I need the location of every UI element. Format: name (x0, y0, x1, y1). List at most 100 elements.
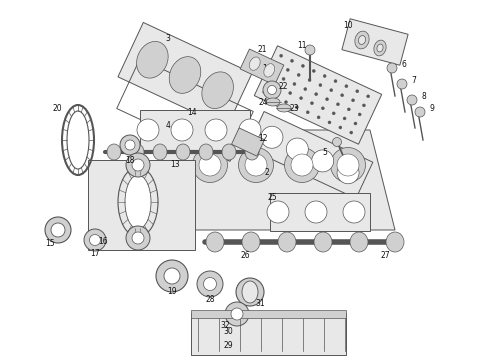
Ellipse shape (291, 154, 313, 176)
Polygon shape (145, 130, 395, 230)
Ellipse shape (337, 154, 359, 176)
Text: 3: 3 (166, 33, 171, 42)
Ellipse shape (164, 268, 180, 284)
Text: 20: 20 (52, 104, 62, 112)
Ellipse shape (280, 54, 283, 57)
Text: 17: 17 (90, 249, 100, 258)
Ellipse shape (132, 159, 144, 171)
Ellipse shape (343, 117, 346, 120)
Text: 10: 10 (343, 21, 353, 30)
Ellipse shape (130, 144, 144, 160)
Ellipse shape (278, 232, 296, 252)
Ellipse shape (176, 144, 190, 160)
Ellipse shape (306, 111, 309, 114)
Text: 4: 4 (166, 121, 171, 130)
Ellipse shape (325, 98, 329, 101)
Ellipse shape (319, 84, 322, 87)
Text: 32: 32 (220, 320, 230, 329)
Ellipse shape (137, 119, 159, 141)
Ellipse shape (203, 278, 217, 291)
Ellipse shape (304, 87, 307, 91)
Ellipse shape (297, 73, 300, 76)
Ellipse shape (275, 63, 278, 66)
Ellipse shape (197, 271, 223, 297)
Ellipse shape (153, 144, 167, 160)
Text: 6: 6 (402, 59, 406, 68)
Ellipse shape (261, 126, 283, 148)
Ellipse shape (125, 140, 135, 150)
Ellipse shape (245, 144, 259, 160)
Ellipse shape (285, 101, 288, 104)
Ellipse shape (264, 64, 275, 77)
Ellipse shape (308, 78, 311, 81)
Text: 15: 15 (45, 239, 55, 248)
Bar (117, 59, 253, 161)
Ellipse shape (312, 69, 315, 72)
Ellipse shape (126, 226, 150, 250)
Ellipse shape (277, 104, 291, 112)
Ellipse shape (317, 116, 320, 119)
Ellipse shape (358, 36, 366, 44)
Ellipse shape (282, 77, 285, 80)
Ellipse shape (345, 85, 348, 88)
Ellipse shape (239, 119, 261, 141)
Ellipse shape (107, 144, 121, 160)
Ellipse shape (245, 154, 267, 176)
Ellipse shape (291, 59, 294, 62)
Text: 26: 26 (240, 252, 250, 261)
Text: 1: 1 (263, 63, 268, 72)
Text: 14: 14 (187, 108, 197, 117)
Bar (118, 22, 252, 127)
Ellipse shape (263, 90, 266, 94)
Bar (231, 128, 265, 156)
Ellipse shape (266, 98, 280, 106)
Text: 16: 16 (98, 238, 108, 247)
Ellipse shape (202, 72, 233, 109)
Ellipse shape (356, 90, 359, 93)
Ellipse shape (271, 72, 274, 75)
Ellipse shape (330, 148, 366, 183)
Ellipse shape (337, 162, 359, 184)
Ellipse shape (263, 81, 281, 99)
Text: 21: 21 (257, 45, 267, 54)
Ellipse shape (330, 89, 333, 92)
Ellipse shape (333, 138, 342, 147)
Ellipse shape (267, 81, 270, 85)
Ellipse shape (285, 148, 319, 183)
Bar (247, 112, 373, 198)
Ellipse shape (312, 150, 334, 172)
Bar (140, 110, 250, 150)
Ellipse shape (363, 104, 366, 107)
Ellipse shape (347, 108, 350, 111)
Ellipse shape (407, 95, 417, 105)
Ellipse shape (351, 99, 355, 102)
Text: 2: 2 (265, 167, 270, 176)
Ellipse shape (286, 138, 308, 160)
Text: 23: 23 (289, 104, 299, 112)
Ellipse shape (305, 45, 315, 55)
Ellipse shape (350, 232, 368, 252)
Ellipse shape (51, 223, 65, 237)
Ellipse shape (222, 144, 236, 160)
Ellipse shape (225, 302, 249, 326)
Ellipse shape (206, 232, 224, 252)
Bar (342, 19, 408, 65)
Ellipse shape (286, 68, 289, 71)
Ellipse shape (305, 201, 327, 223)
Text: 30: 30 (223, 328, 233, 337)
Ellipse shape (169, 57, 201, 93)
Ellipse shape (293, 82, 296, 86)
Ellipse shape (295, 106, 298, 109)
Ellipse shape (355, 31, 369, 49)
Ellipse shape (374, 40, 386, 56)
Ellipse shape (339, 126, 342, 129)
Ellipse shape (268, 86, 276, 95)
Ellipse shape (341, 94, 343, 97)
Text: 5: 5 (322, 148, 327, 157)
Ellipse shape (126, 153, 150, 177)
Ellipse shape (367, 95, 369, 98)
Ellipse shape (45, 217, 71, 243)
Ellipse shape (311, 102, 314, 105)
Ellipse shape (90, 234, 100, 246)
Ellipse shape (332, 112, 335, 115)
